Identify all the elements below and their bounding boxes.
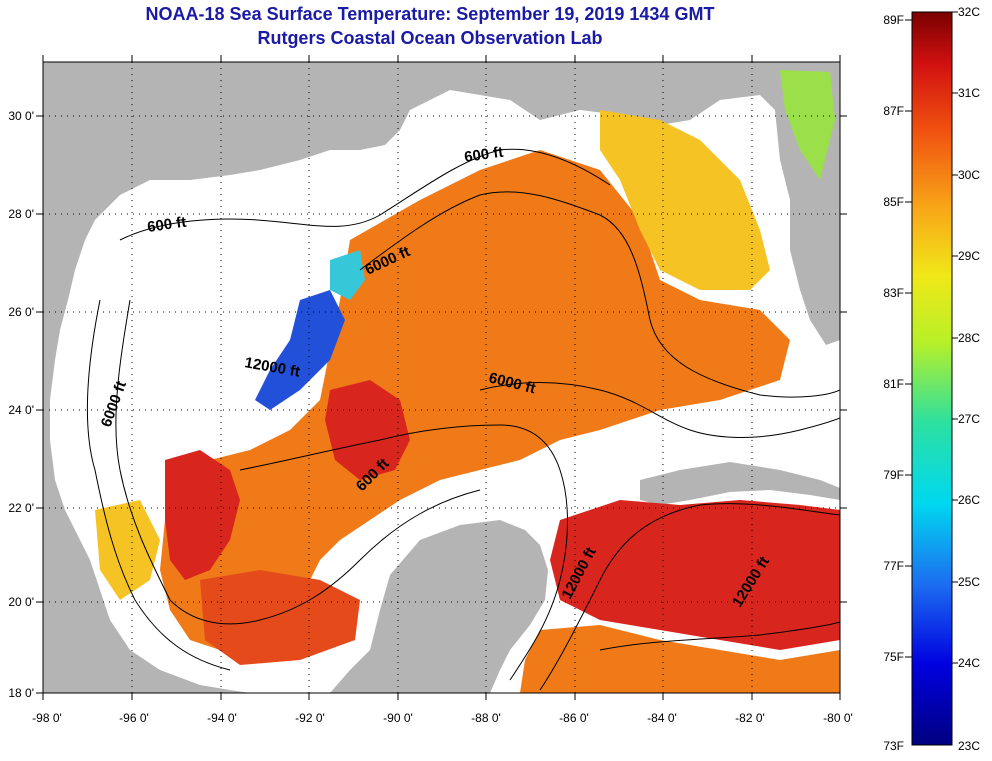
x-label-98: -98 0' — [32, 711, 62, 725]
colorbar-c-25: 25C — [958, 575, 980, 589]
sst-cool-band — [255, 290, 345, 410]
y-label-18: 18 0' — [8, 686, 34, 700]
sst-green-florida — [780, 70, 835, 180]
colorbar-f-73: 73F — [883, 739, 904, 753]
colorbar-c-32: 32C — [958, 5, 980, 19]
contour-label-600ft-north: 600 ft — [463, 144, 504, 166]
land-cuba — [640, 462, 840, 505]
sst-hot-central — [325, 380, 410, 480]
x-label-92: -92 0' — [295, 711, 325, 725]
x-label-82: -82 0' — [735, 711, 765, 725]
colorbar-f-87: 87F — [883, 104, 904, 118]
colorbar-f-77: 77F — [883, 559, 904, 573]
sst-mid-west-shelf — [95, 500, 160, 600]
colorbar-f-79: 79F — [883, 468, 904, 482]
x-label-90: -90 0' — [383, 711, 413, 725]
colorbar-c-28: 28C — [958, 331, 980, 345]
contour-label-600ft-west: 600 ft — [146, 214, 187, 236]
sst-mid-east — [600, 110, 770, 290]
map-subtitle: Rutgers Coastal Ocean Observation Lab — [257, 28, 603, 48]
sst-hot-caribbean — [550, 500, 840, 650]
y-label-26: 26 0' — [8, 305, 34, 319]
y-label-20: 20 0' — [8, 595, 34, 609]
map-title: NOAA-18 Sea Surface Temperature: Septemb… — [145, 4, 715, 24]
colorbar-ticks — [905, 11, 958, 664]
colorbar-c-31: 31C — [958, 86, 980, 100]
sst-cyan-fringe — [330, 250, 365, 300]
sst-warm-caribbean — [520, 625, 840, 693]
colorbar-f-83: 83F — [883, 286, 904, 300]
colorbar-c-27: 27C — [958, 412, 980, 426]
axis-ticks — [36, 55, 847, 700]
colorbar — [911, 11, 953, 746]
x-label-88: -88 0' — [471, 711, 501, 725]
colorbar-c-24: 24C — [958, 656, 980, 670]
colorbar-f-85: 85F — [883, 195, 904, 209]
x-label-84: -84 0' — [647, 711, 677, 725]
colorbar-f-89: 89F — [883, 13, 904, 27]
x-label-94: -94 0' — [207, 711, 237, 725]
y-label-22: 22 0' — [8, 501, 34, 515]
bathymetry-contours — [86, 148, 840, 691]
sst-warm-gulf — [160, 150, 790, 650]
colorbar-f-75: 75F — [883, 650, 904, 664]
x-label-86: -86 0' — [559, 711, 589, 725]
x-label-80: -80 0' — [823, 711, 853, 725]
y-label-24: 24 0' — [8, 403, 34, 417]
colorbar-f-81: 81F — [883, 377, 904, 391]
land-north — [43, 62, 840, 693]
colorbar-c-30: 30C — [958, 168, 980, 182]
x-label-96: -96 0' — [119, 711, 149, 725]
land-yucatan — [330, 520, 548, 693]
colorbar-c-26: 26C — [958, 493, 980, 507]
colorbar-c-23: 23C — [958, 739, 980, 753]
colorbar-c-29: 29C — [958, 249, 980, 263]
graticule — [43, 62, 840, 693]
y-label-30: 30 0' — [8, 109, 34, 123]
y-label-28: 28 0' — [8, 207, 34, 221]
